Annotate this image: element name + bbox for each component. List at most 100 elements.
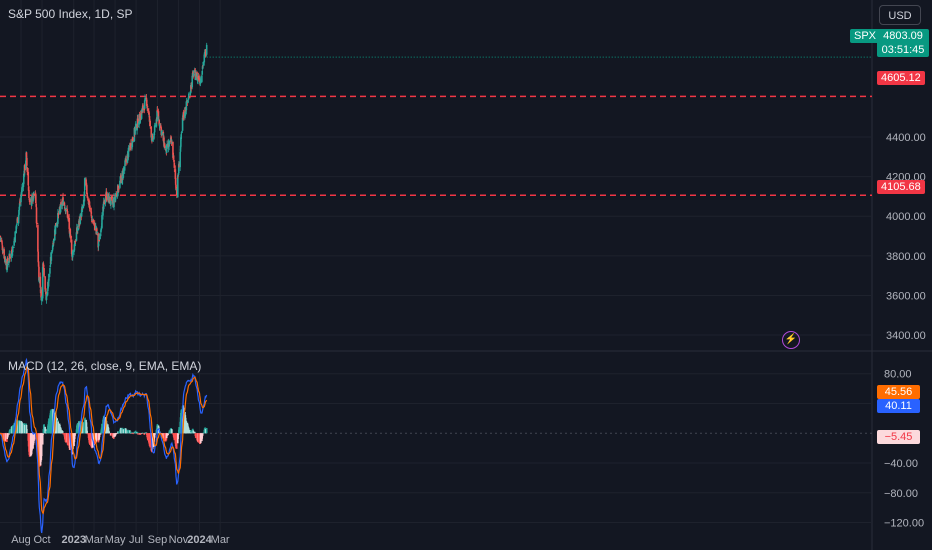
histogram-bar [143, 433, 146, 434]
histogram-bar [101, 423, 103, 434]
candle-body [146, 105, 149, 108]
price-tick-label: 3400.00 [886, 330, 926, 342]
histogram-bar [116, 433, 119, 434]
histogram-bar [195, 433, 197, 439]
candle-body [37, 251, 40, 262]
candle-body [118, 188, 120, 190]
candle-body [203, 54, 206, 63]
candle-body [37, 225, 39, 252]
candle-body [149, 120, 152, 127]
candle-body [81, 206, 84, 209]
candle-body [195, 72, 197, 77]
candle-body [157, 111, 160, 120]
candle-body [105, 199, 108, 201]
candle-body [108, 196, 111, 204]
candle-body [91, 219, 94, 221]
histogram-bar [202, 433, 204, 435]
candle-body [90, 215, 93, 218]
histogram-bar [21, 423, 24, 434]
histogram-bar [77, 422, 79, 434]
histogram-bar [114, 433, 117, 435]
histogram-bar [73, 433, 76, 439]
candle-body [126, 153, 129, 163]
candle-body [28, 189, 30, 199]
candle-body [55, 225, 57, 227]
candle-body [143, 108, 146, 110]
candle-body [14, 231, 16, 243]
histogram-bar [156, 424, 159, 434]
candle-body [60, 202, 62, 204]
horizontal-levels[interactable] [0, 56, 872, 197]
histogram-bar [144, 432, 147, 434]
price-tick-label: 4400.00 [886, 132, 926, 144]
histogram-bar [204, 429, 207, 434]
candle-body [180, 137, 182, 147]
candle-body [57, 212, 59, 224]
histogram-bar [81, 422, 84, 434]
candle-body [68, 217, 71, 229]
histogram-bar [16, 420, 19, 434]
last-price-tag: 4803.09 [877, 29, 929, 43]
histogram-bar [151, 433, 154, 450]
candle-body [52, 239, 55, 243]
histogram-bar [98, 433, 101, 438]
macd-tick-label: −80.00 [884, 488, 918, 500]
histogram-bar [31, 433, 33, 451]
time-tick-label: Aug [11, 534, 31, 546]
histogram-bar [38, 433, 41, 467]
candle-body [22, 182, 25, 187]
candle-body [179, 145, 182, 152]
candle-body [174, 169, 177, 179]
histogram-bar [177, 433, 180, 435]
histogram-bar [103, 416, 106, 434]
histogram-bar [138, 432, 140, 434]
candle-body [200, 80, 202, 82]
candle-body [50, 251, 53, 261]
histogram-bar [175, 433, 178, 449]
candle-body [41, 267, 44, 299]
histogram-bar [24, 424, 26, 434]
candle-body [191, 75, 194, 88]
candle-body [192, 73, 195, 76]
candle-body [64, 210, 67, 212]
candle-body [105, 191, 108, 200]
candle-body [189, 96, 191, 98]
candle-body [187, 101, 189, 103]
candle-body [190, 85, 192, 89]
histogram-bar [194, 432, 196, 434]
histogram-bar [55, 416, 57, 434]
candle-body [177, 163, 180, 174]
histogram-bar [86, 426, 88, 434]
histogram-bar [8, 433, 10, 435]
histogram-bar [60, 428, 62, 434]
candle-body [165, 144, 168, 153]
candle-body [89, 205, 91, 210]
lightning-icon[interactable]: ⚡ [782, 331, 800, 349]
candle-body [79, 214, 82, 224]
symbol-tag: SPX [850, 29, 881, 43]
histogram-bar [84, 417, 86, 434]
candle-body [194, 77, 197, 81]
candle-body [2, 250, 4, 253]
macd-line [0, 357, 208, 534]
candle-body [39, 276, 42, 288]
currency-button[interactable]: USD [879, 5, 921, 25]
candle-body [66, 211, 69, 218]
candle-body [62, 201, 65, 206]
candle-body [145, 99, 148, 107]
candle-body [63, 202, 66, 206]
candle-body [148, 116, 151, 122]
histogram-bar [42, 433, 44, 435]
candle-body [176, 175, 179, 198]
level-label-upper: 4605.12 [877, 71, 925, 85]
candle-body [180, 132, 183, 134]
histogram-bar [64, 433, 67, 443]
candle-body [16, 217, 19, 223]
histogram-bar [129, 431, 132, 434]
histogram-bar [108, 431, 111, 434]
candle-body [132, 141, 135, 143]
candle-body [137, 125, 139, 127]
histogram-bar [125, 429, 127, 434]
candle-body [43, 268, 45, 276]
